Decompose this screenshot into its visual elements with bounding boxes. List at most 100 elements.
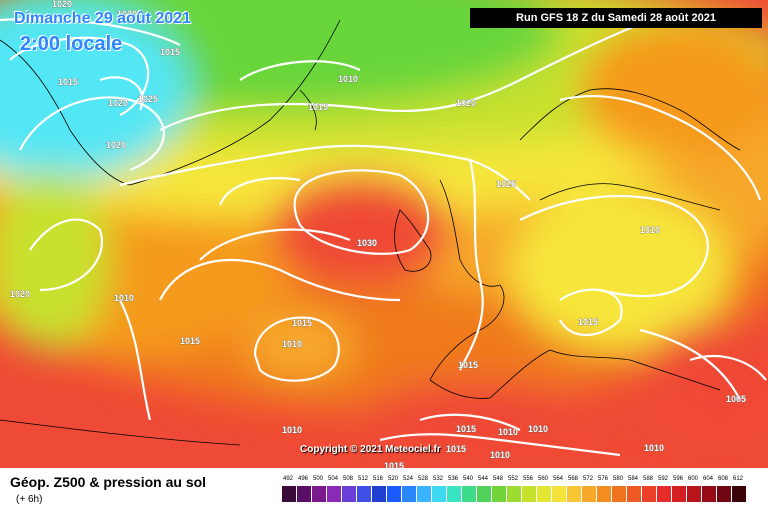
forecast-local-time: 2:00 locale bbox=[20, 33, 123, 55]
isobar-label: 1020 bbox=[106, 140, 126, 150]
legend-swatch bbox=[702, 486, 716, 502]
legend-swatch bbox=[432, 486, 446, 502]
coastlines bbox=[0, 19, 741, 446]
legend-tick-label: 500 bbox=[312, 476, 323, 482]
forecast-date: Dimanche 29 août 2021 bbox=[14, 10, 191, 27]
legend-swatch bbox=[492, 486, 506, 502]
legend-swatch bbox=[672, 486, 686, 502]
isobar-label: 1015 bbox=[456, 424, 476, 434]
legend-tick-label: 524 bbox=[402, 476, 413, 482]
legend-swatch bbox=[552, 486, 566, 502]
legend-tick-label: 612 bbox=[732, 476, 743, 482]
isobar-label: 1015 bbox=[578, 317, 598, 327]
isobars bbox=[0, 17, 767, 457]
legend-tick-label: 568 bbox=[567, 476, 578, 482]
color-scale-legend: 492 496 500 504 508 512 516 520 524 528 532 536 540 5… bbox=[282, 476, 752, 506]
isobar-label: 1020 bbox=[108, 98, 128, 108]
legend-swatch bbox=[567, 486, 581, 502]
legend-tick-label: 572 bbox=[582, 476, 593, 482]
legend-tick-label: 504 bbox=[327, 476, 338, 482]
isobar-label: 1005 bbox=[726, 394, 746, 404]
isobar-label: 1010 bbox=[528, 424, 548, 434]
legend-swatch bbox=[282, 486, 296, 502]
legend-tick-label: 580 bbox=[612, 476, 623, 482]
legend-swatch bbox=[372, 486, 386, 502]
legend-swatch bbox=[477, 486, 491, 502]
map-title: Géop. Z500 & pression au sol bbox=[10, 474, 207, 490]
copyright-notice: Copyright © 2021 Meteociel.fr bbox=[300, 444, 441, 455]
isobar-label: 1020 bbox=[10, 289, 30, 299]
legend-swatch bbox=[717, 486, 731, 502]
legend-swatch bbox=[657, 486, 671, 502]
isobar-label: 1015 bbox=[58, 77, 78, 87]
isobar-label: 1015 bbox=[446, 444, 466, 454]
legend-tick-label: 516 bbox=[372, 476, 383, 482]
isobar-label: 1010 bbox=[490, 450, 510, 460]
isobar-label: 1025 bbox=[496, 179, 516, 189]
isobar-label: 1020 bbox=[52, 0, 72, 9]
legend-tick-label: 532 bbox=[432, 476, 443, 482]
isobar-label: 1010 bbox=[282, 425, 302, 435]
legend-tick-label: 496 bbox=[297, 476, 308, 482]
legend-tick-label: 584 bbox=[627, 476, 638, 482]
legend-swatch bbox=[417, 486, 431, 502]
isobar-label: 1015 bbox=[384, 461, 404, 468]
legend-tick-label: 508 bbox=[342, 476, 353, 482]
isobar-labels: 1020 1020 1015 1015 1025 1020 1010 1015 … bbox=[10, 0, 747, 468]
legend-swatch bbox=[582, 486, 596, 502]
legend-tick-label: 544 bbox=[477, 476, 488, 482]
isobar-label: 1010 bbox=[644, 443, 664, 453]
legend-tick-label: 608 bbox=[717, 476, 728, 482]
legend-tick-label: 596 bbox=[672, 476, 683, 482]
legend-swatch bbox=[402, 486, 416, 502]
isobar-label: 1015 bbox=[308, 102, 328, 112]
isobar-label: 1010 bbox=[498, 427, 518, 437]
legend-swatch bbox=[612, 486, 626, 502]
isobar-label: 1015 bbox=[458, 360, 478, 370]
legend-tick-label: 540 bbox=[462, 476, 473, 482]
run-banner: Run GFS 18 Z du Samedi 28 août 2021 bbox=[470, 8, 762, 28]
isobar-label: 1015 bbox=[160, 47, 180, 57]
legend-swatch bbox=[357, 486, 371, 502]
legend-tick-label: 604 bbox=[702, 476, 713, 482]
legend-tick-label: 560 bbox=[537, 476, 548, 482]
legend-swatch bbox=[327, 486, 341, 502]
isobar-label: 1020 bbox=[117, 9, 137, 19]
legend-swatch bbox=[507, 486, 521, 502]
legend-swatch bbox=[642, 486, 656, 502]
legend-tick-label: 576 bbox=[597, 476, 608, 482]
isobar-label: 1010 bbox=[282, 339, 302, 349]
isobar-label: 1010 bbox=[114, 293, 134, 303]
legend-swatch bbox=[447, 486, 461, 502]
legend-swatch bbox=[312, 486, 326, 502]
isobar-label: 1010 bbox=[338, 74, 358, 84]
geopotential-field bbox=[0, 0, 768, 468]
legend-tick-label: 592 bbox=[657, 476, 668, 482]
weather-map: 1020 1020 1015 1015 1025 1020 1010 1015 … bbox=[0, 0, 768, 468]
isobar-label: 1025 bbox=[138, 94, 158, 104]
legend-tick-label: 536 bbox=[447, 476, 458, 482]
isobar-label: 1010 bbox=[640, 225, 660, 235]
legend-tick-label: 556 bbox=[522, 476, 533, 482]
legend-tick-label: 600 bbox=[687, 476, 698, 482]
legend-swatch bbox=[627, 486, 641, 502]
legend-swatch bbox=[342, 486, 356, 502]
isobar-label: 1015 bbox=[292, 318, 312, 328]
isobar-label: 1030 bbox=[357, 238, 377, 248]
legend-tick-label: 492 bbox=[282, 476, 293, 482]
isobar-label: 1015 bbox=[180, 336, 200, 346]
legend-tick-label: 548 bbox=[492, 476, 503, 482]
legend-swatch bbox=[732, 486, 746, 502]
legend-tick-label: 564 bbox=[552, 476, 563, 482]
legend-swatch bbox=[597, 486, 611, 502]
legend-tick-label: 588 bbox=[642, 476, 653, 482]
legend-swatch bbox=[537, 486, 551, 502]
legend-tick-label: 520 bbox=[387, 476, 398, 482]
isobar-label: 1020 bbox=[456, 98, 476, 108]
legend-swatch bbox=[297, 486, 311, 502]
legend-swatch bbox=[462, 486, 476, 502]
legend-tick-label: 528 bbox=[417, 476, 428, 482]
legend-tick-label: 512 bbox=[357, 476, 368, 482]
legend-swatch bbox=[687, 486, 701, 502]
legend-tick-label: 552 bbox=[507, 476, 518, 482]
